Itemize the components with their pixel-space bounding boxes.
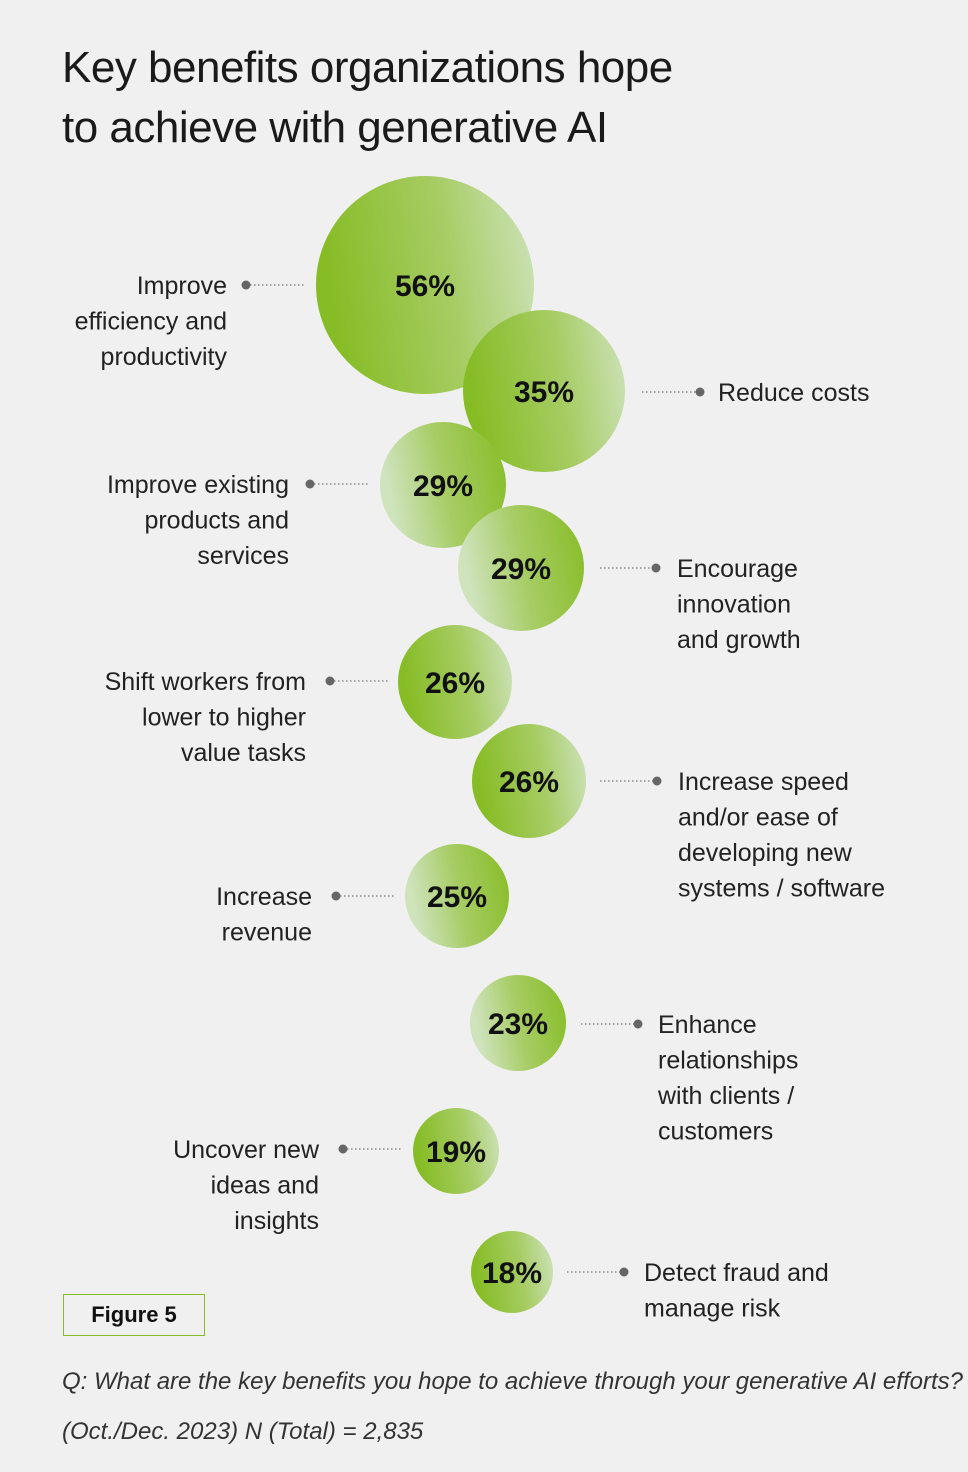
connector-dot-4	[651, 563, 661, 573]
category-label-10: Detect fraud and manage risk	[644, 1259, 829, 1323]
survey-sample: (Oct./Dec. 2023) N (Total) = 2,835	[62, 1418, 424, 1445]
bubble-10	[471, 1231, 553, 1313]
connector-dot-7	[331, 891, 341, 901]
bubble-value-label-10: 18%	[482, 1257, 542, 1290]
connector-dot-8	[633, 1019, 643, 1029]
bubble-4	[458, 505, 584, 631]
bubble-value-label-3: 29%	[413, 470, 473, 503]
chart-title-line-2: to achieve with generative AI	[62, 103, 608, 152]
figure-badge: Figure 5	[63, 1294, 205, 1336]
category-label-1: Improve efficiency and productivity	[75, 272, 228, 371]
category-label-4: Encourage innovation and growth	[677, 555, 801, 654]
connector-dot-2	[695, 387, 705, 397]
survey-question: Q: What are the key benefits you hope to…	[62, 1368, 963, 1395]
category-label-7: Increase revenue	[216, 883, 312, 947]
bubble-3	[380, 422, 506, 548]
bubble-value-label-8: 23%	[488, 1008, 548, 1041]
bubble-value-label-5: 26%	[425, 667, 485, 700]
bubble-value-label-1: 56%	[395, 270, 455, 303]
connector-dot-3	[305, 479, 315, 489]
figure-label: Figure 5	[91, 1302, 177, 1327]
category-label-8: Enhance relationships with clients / custom…	[657, 1011, 798, 1146]
bubble-value-label-9: 19%	[426, 1136, 486, 1169]
category-label-5: Shift workers from lower to higher value t…	[105, 668, 306, 767]
bubble-8	[470, 975, 566, 1071]
connector-dot-6	[652, 776, 662, 786]
bubble-value-label-4: 29%	[491, 553, 551, 586]
bubble-value-label-7: 25%	[427, 881, 487, 914]
chart-title-line-1: Key benefits organizations hope	[62, 43, 673, 92]
bubble-9	[413, 1108, 499, 1194]
bubble-6	[472, 724, 586, 838]
category-label-9: Uncover new ideas and insights	[173, 1136, 320, 1235]
bubble-1	[316, 176, 534, 394]
bubble-2	[463, 310, 625, 472]
bubble-5	[398, 625, 512, 739]
chart-title: Key benefits organizations hope to achie…	[62, 38, 673, 158]
category-label-6: Increase speed and/or ease of developing n…	[678, 768, 885, 903]
category-label-2: Reduce costs	[718, 379, 869, 407]
connector-dot-5	[325, 676, 335, 686]
category-label-3: Improve existing products and services	[107, 471, 289, 570]
connector-dot-9	[338, 1144, 348, 1154]
bubble-value-label-2: 35%	[514, 376, 574, 409]
connector-dot-1	[241, 280, 251, 290]
bubble-value-label-6: 26%	[499, 766, 559, 799]
connector-dot-10	[619, 1267, 629, 1277]
bubble-7	[405, 844, 509, 948]
